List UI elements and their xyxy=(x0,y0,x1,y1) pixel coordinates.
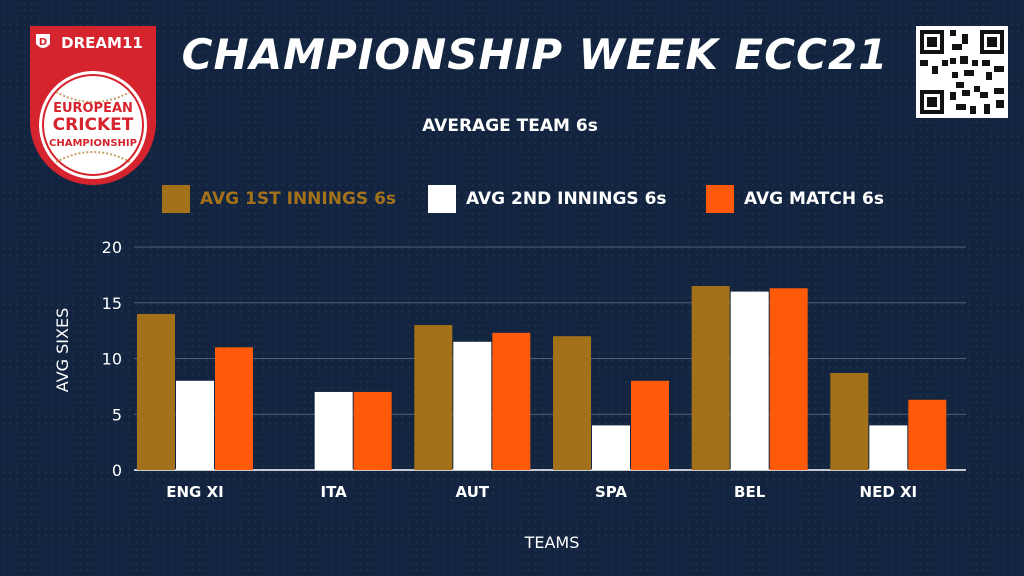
legend-item-1st-innings: AVG 1ST INNINGS 6s xyxy=(162,183,396,215)
legend-item-match: AVG MATCH 6s xyxy=(706,183,884,215)
legend-item-2nd-innings: AVG 2ND INNINGS 6s xyxy=(428,183,667,215)
x-tick-label: ENG XI xyxy=(166,483,223,501)
dream11-shield-icon: D xyxy=(36,34,50,48)
logo-line2: CRICKET xyxy=(53,115,134,135)
chart-legend: AVG 1ST INNINGS 6s AVG 2ND INNINGS 6s AV… xyxy=(162,183,942,215)
bar-eng-xi-series-1 xyxy=(137,313,175,470)
chart-title: AVERAGE TEAM 6s xyxy=(422,116,598,136)
x-tick-label: AUT xyxy=(456,483,490,501)
x-tick-label: BEL xyxy=(734,483,766,501)
bar-ned-xi-series-3 xyxy=(908,399,947,470)
legend-label-2nd-innings: AVG 2ND INNINGS 6s xyxy=(466,189,667,209)
logo-brand: DREAM11 xyxy=(61,34,143,52)
x-tick-label: NED XI xyxy=(860,483,918,501)
svg-text:D: D xyxy=(39,37,47,48)
logo-inner-circle xyxy=(39,71,147,179)
bar-spa-series-1 xyxy=(553,336,591,470)
bar-spa-series-2 xyxy=(592,425,630,470)
cricket-ball-seam xyxy=(55,91,131,103)
x-tick-label: SPA xyxy=(595,483,627,501)
bar-bel-series-3 xyxy=(769,288,808,470)
bar-aut-series-3 xyxy=(492,332,531,470)
bar-aut-series-2 xyxy=(453,341,492,470)
x-axis-ticks: ENG XI ITA AUT SPA BEL NED XI xyxy=(166,483,917,501)
legend-label-1st-innings: AVG 1ST INNINGS 6s xyxy=(200,189,397,209)
y-tick-label: 5 xyxy=(112,405,122,424)
legend-swatch-1st-innings xyxy=(162,185,190,213)
chart-bars xyxy=(137,286,947,470)
y-axis-label: AVG SIXES xyxy=(53,308,72,392)
logo-ring xyxy=(42,74,144,176)
y-tick-label: 0 xyxy=(112,461,122,480)
cricket-ball-seam-lower xyxy=(55,151,131,163)
bar-bel-series-1 xyxy=(691,286,730,470)
bar-aut-series-1 xyxy=(414,325,453,470)
bar-ned-xi-series-2 xyxy=(869,425,908,470)
x-tick-label: ITA xyxy=(321,483,348,501)
logo-line3: CHAMPIONSHIP xyxy=(49,138,137,149)
page-title: CHAMPIONSHIP WEEK ECC21 xyxy=(181,30,889,79)
bar-spa-series-3 xyxy=(631,380,669,470)
qr-code-icon xyxy=(916,26,1008,118)
bar-ita-series-2 xyxy=(314,391,353,470)
y-tick-label: 15 xyxy=(102,294,122,313)
y-tick-label: 10 xyxy=(102,350,122,369)
bar-eng-xi-series-3 xyxy=(215,347,253,470)
bar-bel-series-2 xyxy=(730,291,769,470)
legend-label-match: AVG MATCH 6s xyxy=(744,189,884,209)
bar-eng-xi-series-2 xyxy=(176,380,214,470)
y-tick-label: 20 xyxy=(102,238,122,257)
logo-line1: EUROPEAN xyxy=(53,101,133,116)
y-axis-ticks: 0 5 10 15 20 xyxy=(102,238,122,480)
bar-ned-xi-series-1 xyxy=(830,372,869,470)
x-axis-label: TEAMS xyxy=(524,533,580,552)
bar-ita-series-3 xyxy=(353,391,392,470)
ecc-logo: D DREAM11 EUROPEAN CRICKET CHAMPIONSHIP xyxy=(30,26,156,185)
chart-gridlines xyxy=(134,246,966,471)
legend-swatch-2nd-innings xyxy=(428,185,456,213)
legend-swatch-match xyxy=(706,185,734,213)
